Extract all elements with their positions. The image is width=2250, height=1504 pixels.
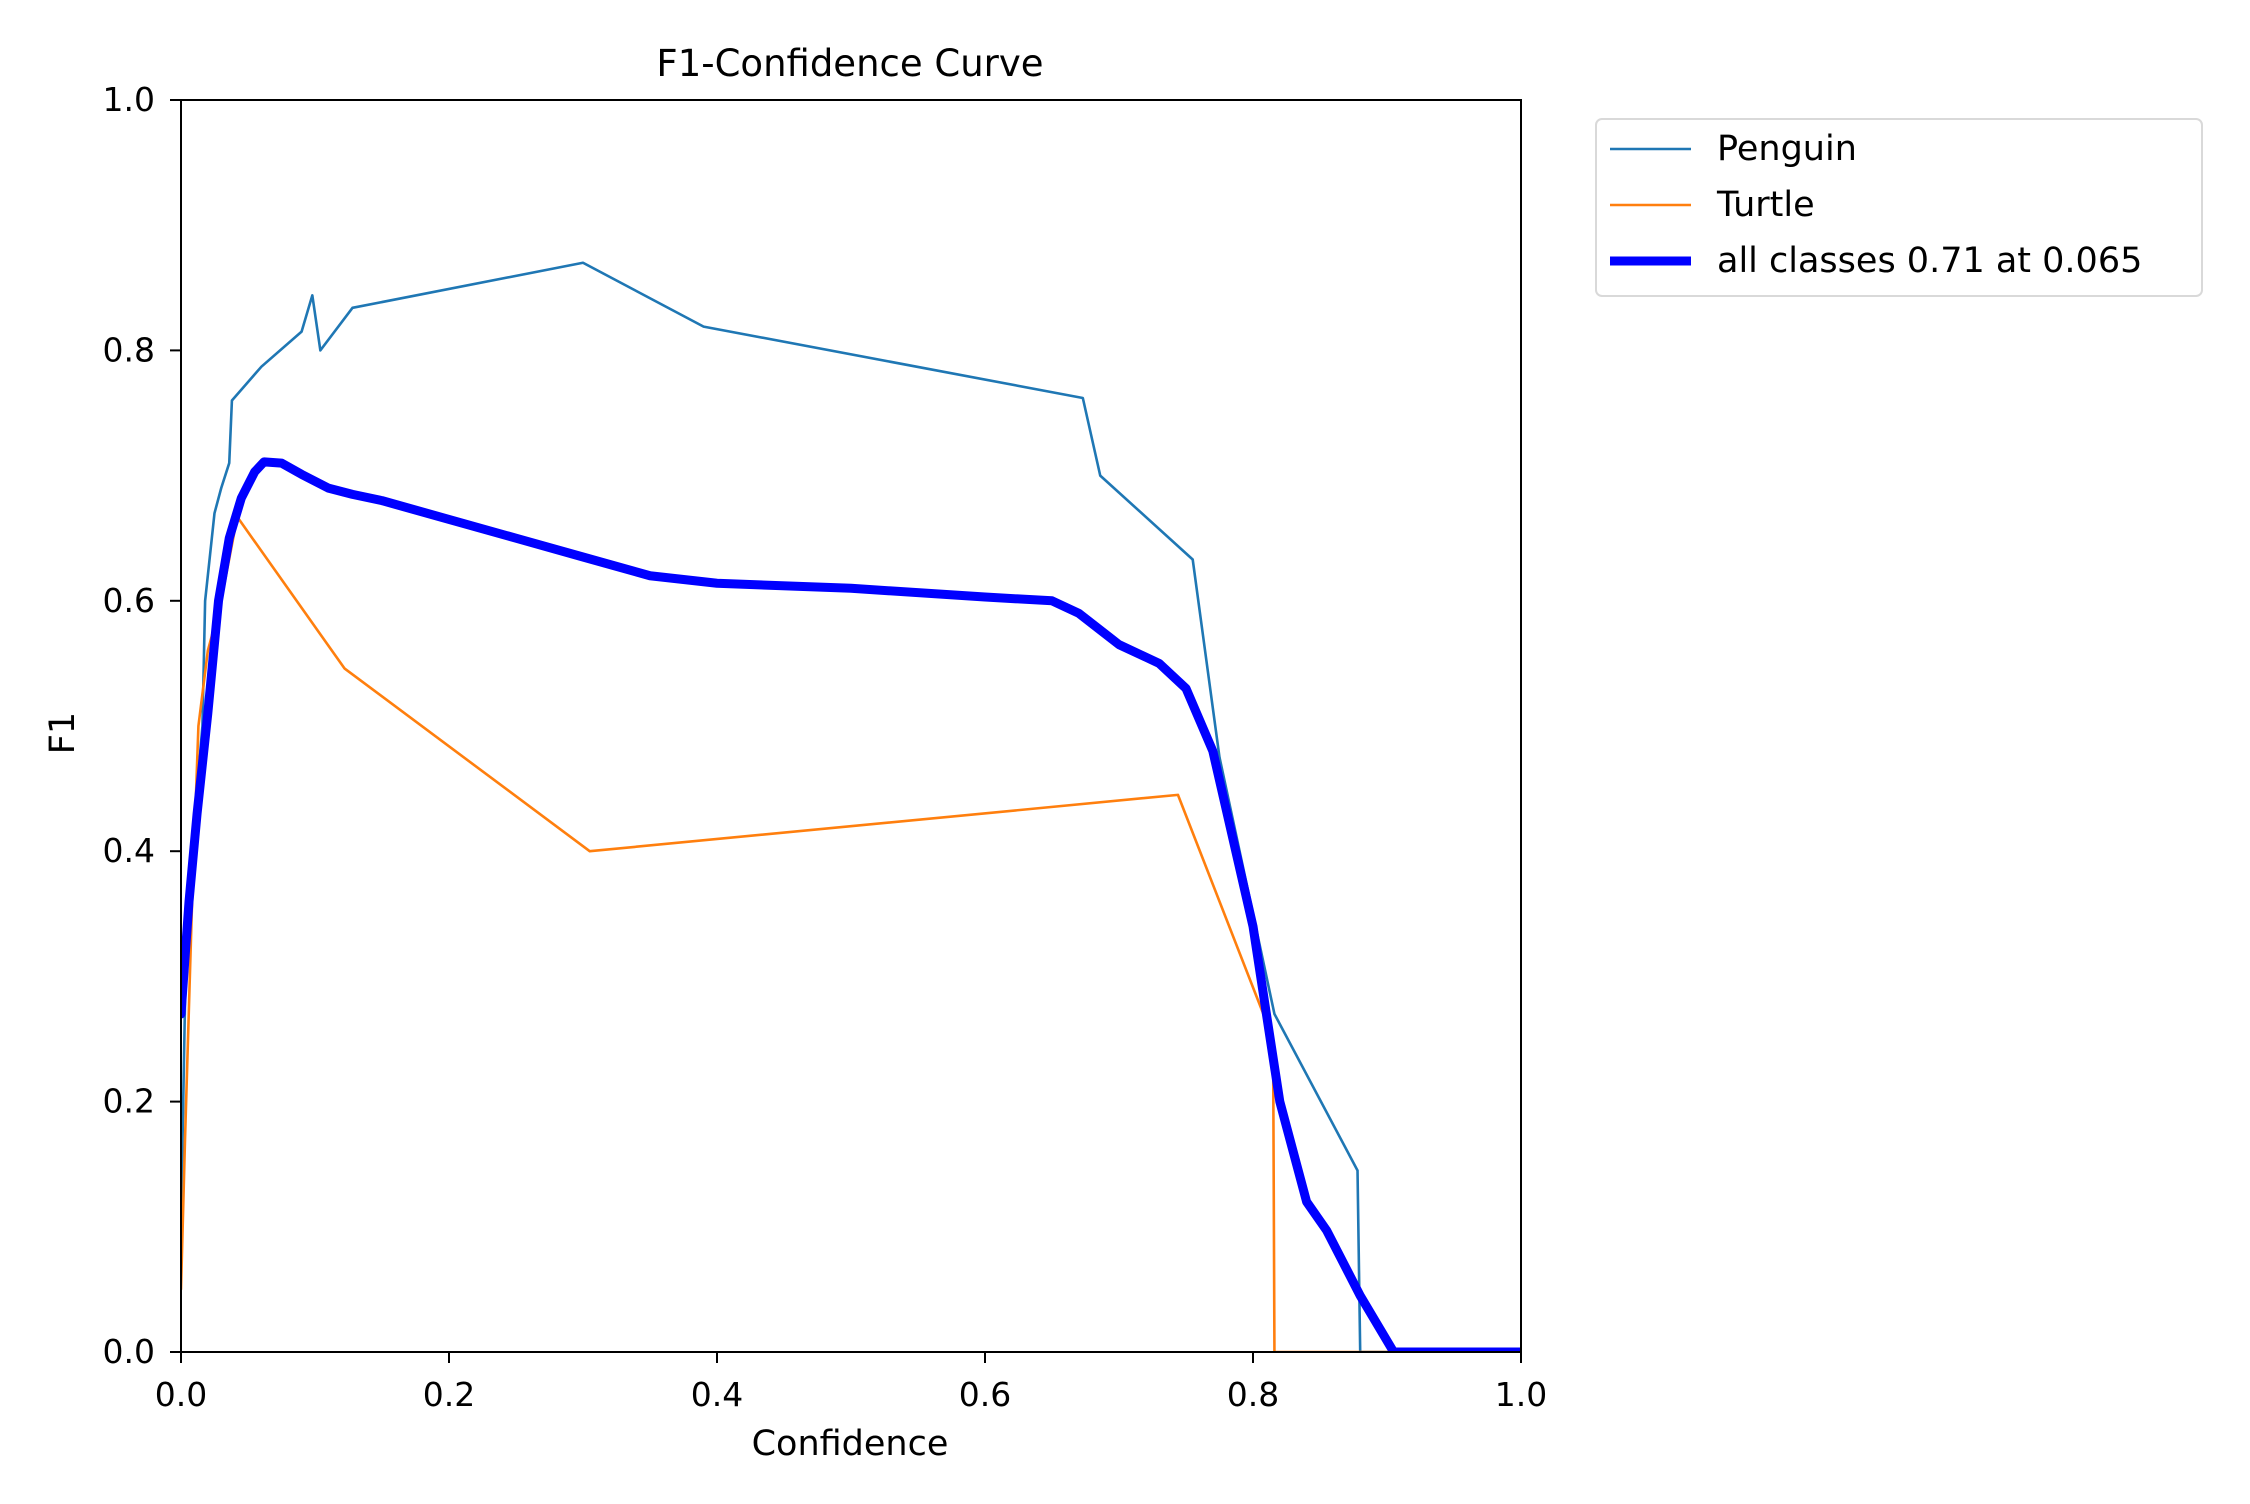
x-tick-label-2: 0.4 [691, 1375, 743, 1414]
chart-title: F1-Confidence Curve [656, 42, 1043, 85]
series-line-1 [181, 261, 1521, 1352]
x-tick-label-4: 0.8 [1227, 1375, 1279, 1414]
series-line-3 [181, 457, 1521, 1352]
series-layer [181, 261, 1521, 1352]
legend-label-3: all classes 0.71 at 0.065 [1717, 241, 2142, 281]
legend: Penguin Turtle all classes 0.71 at 0.065 [1595, 118, 2203, 297]
legend-box [1595, 118, 2203, 297]
legend-label-1: Penguin [1717, 129, 1857, 169]
y-tick-label-0: 0.0 [103, 1332, 155, 1371]
legend-label-2: Turtle [1716, 185, 1815, 225]
axes-layer: 0.0 0.2 0.4 0.6 0.8 1.0 0.0 0.2 0.4 0.6 0.8 1.0 [103, 80, 1548, 1414]
y-tick-label-2: 0.4 [103, 831, 155, 870]
x-tick-label-3: 0.6 [959, 1375, 1011, 1414]
x-axis-label: Confidence [752, 1424, 949, 1464]
x-tick-label-5: 1.0 [1495, 1375, 1547, 1414]
y-tick-label-3: 0.6 [103, 581, 155, 620]
y-tick-label-4: 0.8 [103, 330, 155, 369]
y-tick-label-5: 1.0 [103, 80, 155, 119]
y-axis-label: F1 [43, 712, 83, 754]
x-tick-label-1: 0.2 [423, 1375, 475, 1414]
plot-frame [180, 99, 1522, 1353]
y-tick-label-1: 0.2 [103, 1082, 155, 1121]
x-tick-label-0: 0.0 [155, 1375, 207, 1414]
